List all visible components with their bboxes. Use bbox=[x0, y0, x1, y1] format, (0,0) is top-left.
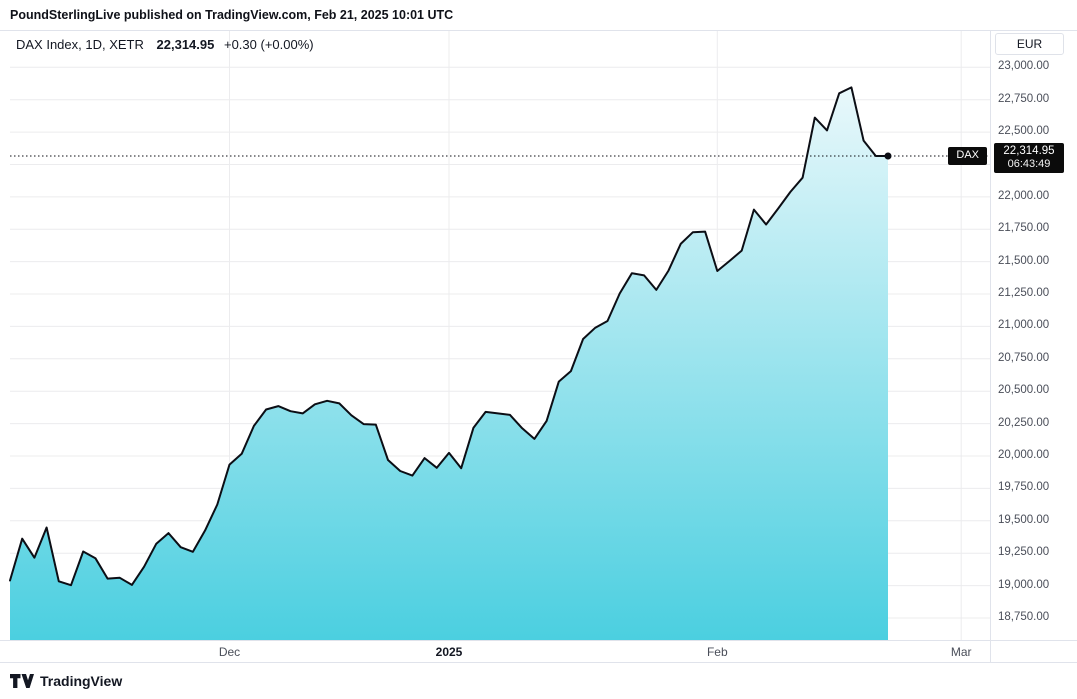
series-symbol-tag: DAX bbox=[948, 147, 987, 166]
chart-legend: DAX Index, 1D, XETR 22,314.95 +0.30 (+0.… bbox=[16, 37, 314, 52]
time-tick-label: 2025 bbox=[435, 645, 463, 659]
publish-header: PoundSterlingLive published on TradingVi… bbox=[0, 0, 1077, 31]
price-tick-label: 20,500.00 bbox=[998, 384, 1050, 397]
axis-corner-divider bbox=[990, 641, 991, 663]
currency-button[interactable]: EUR bbox=[995, 33, 1064, 55]
brand-name: TradingView bbox=[40, 673, 123, 689]
price-tick-label: 19,500.00 bbox=[998, 513, 1050, 526]
price-tick-label: 20,750.00 bbox=[998, 351, 1050, 364]
price-tick-label: 21,250.00 bbox=[998, 287, 1050, 300]
price-tick-label: 22,750.00 bbox=[998, 92, 1050, 105]
price-tick-label: 21,750.00 bbox=[998, 222, 1050, 235]
time-tick-label: Dec bbox=[218, 645, 241, 659]
legend-last-price: 22,314.95 bbox=[156, 37, 215, 52]
price-tick-label: 19,250.00 bbox=[998, 546, 1050, 559]
price-tick-label: 22,500.00 bbox=[998, 125, 1050, 138]
price-tick-label: 23,000.00 bbox=[998, 60, 1050, 73]
tradingview-logo-icon bbox=[10, 673, 34, 688]
publish-info: published on TradingView.com, Feb 21, 20… bbox=[120, 8, 454, 22]
price-tick-label: 19,750.00 bbox=[998, 481, 1050, 494]
time-axis[interactable]: Dec 2025 Feb Mar bbox=[0, 640, 1077, 663]
time-tick-label: Feb bbox=[706, 645, 728, 659]
price-tick-label: 19,000.00 bbox=[998, 578, 1050, 591]
price-tick-label: 18,750.00 bbox=[998, 610, 1050, 623]
legend-change: +0.30 (+0.00%) bbox=[223, 37, 314, 52]
price-area-chart-svg bbox=[9, 31, 990, 640]
price-tick-label: 22,000.00 bbox=[998, 189, 1050, 202]
time-tick-label: Mar bbox=[950, 645, 972, 659]
price-tick-label: 21,000.00 bbox=[998, 319, 1050, 332]
countdown-timer: 06:43:49 bbox=[1007, 158, 1051, 171]
last-price-label: 22,314.95 06:43:49 bbox=[994, 143, 1064, 174]
price-axis[interactable]: EUR 23,000.00 22,750.00 22,500.00 22,000.00… bbox=[990, 31, 1077, 640]
footer: TradingView bbox=[0, 663, 1077, 699]
price-chart-pane[interactable]: DAX Index, 1D, XETR 22,314.95 +0.30 (+0.… bbox=[0, 31, 990, 640]
price-tick-label: 21,500.00 bbox=[998, 254, 1050, 267]
symbol-title[interactable]: DAX Index, 1D, XETR bbox=[16, 37, 144, 52]
publisher-name: PoundSterlingLive bbox=[10, 8, 121, 22]
price-tick-label: 20,250.00 bbox=[998, 416, 1050, 429]
price-tick-label: 20,000.00 bbox=[998, 449, 1050, 461]
chart-container: DAX Index, 1D, XETR 22,314.95 +0.30 (+0.… bbox=[0, 31, 1077, 640]
last-price-value: 22,314.95 bbox=[1003, 145, 1055, 158]
